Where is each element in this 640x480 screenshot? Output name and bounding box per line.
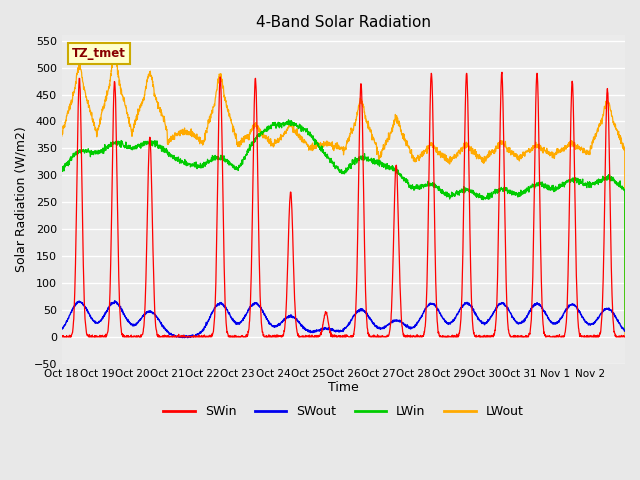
Title: 4-Band Solar Radiation: 4-Band Solar Radiation xyxy=(256,15,431,30)
X-axis label: Time: Time xyxy=(328,382,359,395)
Y-axis label: Solar Radiation (W/m2): Solar Radiation (W/m2) xyxy=(15,127,28,273)
Text: TZ_tmet: TZ_tmet xyxy=(72,47,126,60)
Legend: SWin, SWout, LWin, LWout: SWin, SWout, LWin, LWout xyxy=(158,400,529,423)
